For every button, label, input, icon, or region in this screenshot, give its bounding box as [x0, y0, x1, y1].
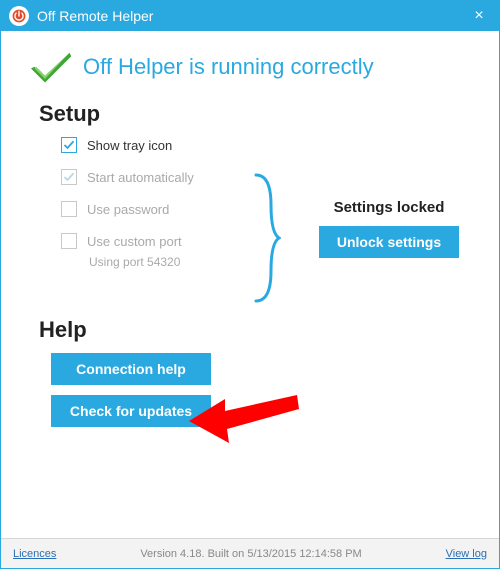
setup-area: Show tray icon Start automatically Use p…: [61, 137, 469, 307]
option-start-auto: Start automatically: [61, 169, 469, 185]
footer-bar: Licences Version 4.18. Built on 5/13/201…: [1, 538, 499, 568]
checkbox-icon: [61, 169, 77, 185]
help-buttons: Connection help Check for updates: [51, 353, 469, 427]
close-icon[interactable]: ×: [467, 8, 491, 24]
window-title: Off Remote Helper: [37, 8, 467, 24]
option-label: Start automatically: [87, 170, 194, 185]
licences-link[interactable]: Licences: [13, 548, 56, 560]
option-label: Show tray icon: [87, 138, 172, 153]
settings-locked-label: Settings locked: [299, 199, 479, 216]
settings-locked-panel: Settings locked Unlock settings: [299, 199, 479, 258]
option-label: Use custom port: [87, 234, 182, 249]
check-updates-button[interactable]: Check for updates: [51, 395, 211, 427]
checkbox-icon: [61, 137, 77, 153]
checkbox-icon: [61, 201, 77, 217]
checkbox-icon: [61, 233, 77, 249]
view-log-link[interactable]: View log: [446, 548, 487, 560]
setup-heading: Setup: [39, 101, 469, 127]
power-icon: [9, 6, 29, 26]
checkmark-icon: [31, 51, 73, 83]
content-area: Off Helper is running correctly Setup Sh…: [1, 31, 499, 539]
status-text: Off Helper is running correctly: [83, 54, 374, 80]
status-row: Off Helper is running correctly: [31, 51, 469, 83]
version-text: Version 4.18. Built on 5/13/2015 12:14:5…: [56, 548, 445, 560]
help-heading: Help: [39, 317, 469, 343]
option-show-tray[interactable]: Show tray icon: [61, 137, 469, 153]
unlock-settings-button[interactable]: Unlock settings: [319, 226, 459, 258]
connection-help-button[interactable]: Connection help: [51, 353, 211, 385]
title-bar: Off Remote Helper ×: [1, 1, 499, 31]
option-label: Use password: [87, 202, 169, 217]
